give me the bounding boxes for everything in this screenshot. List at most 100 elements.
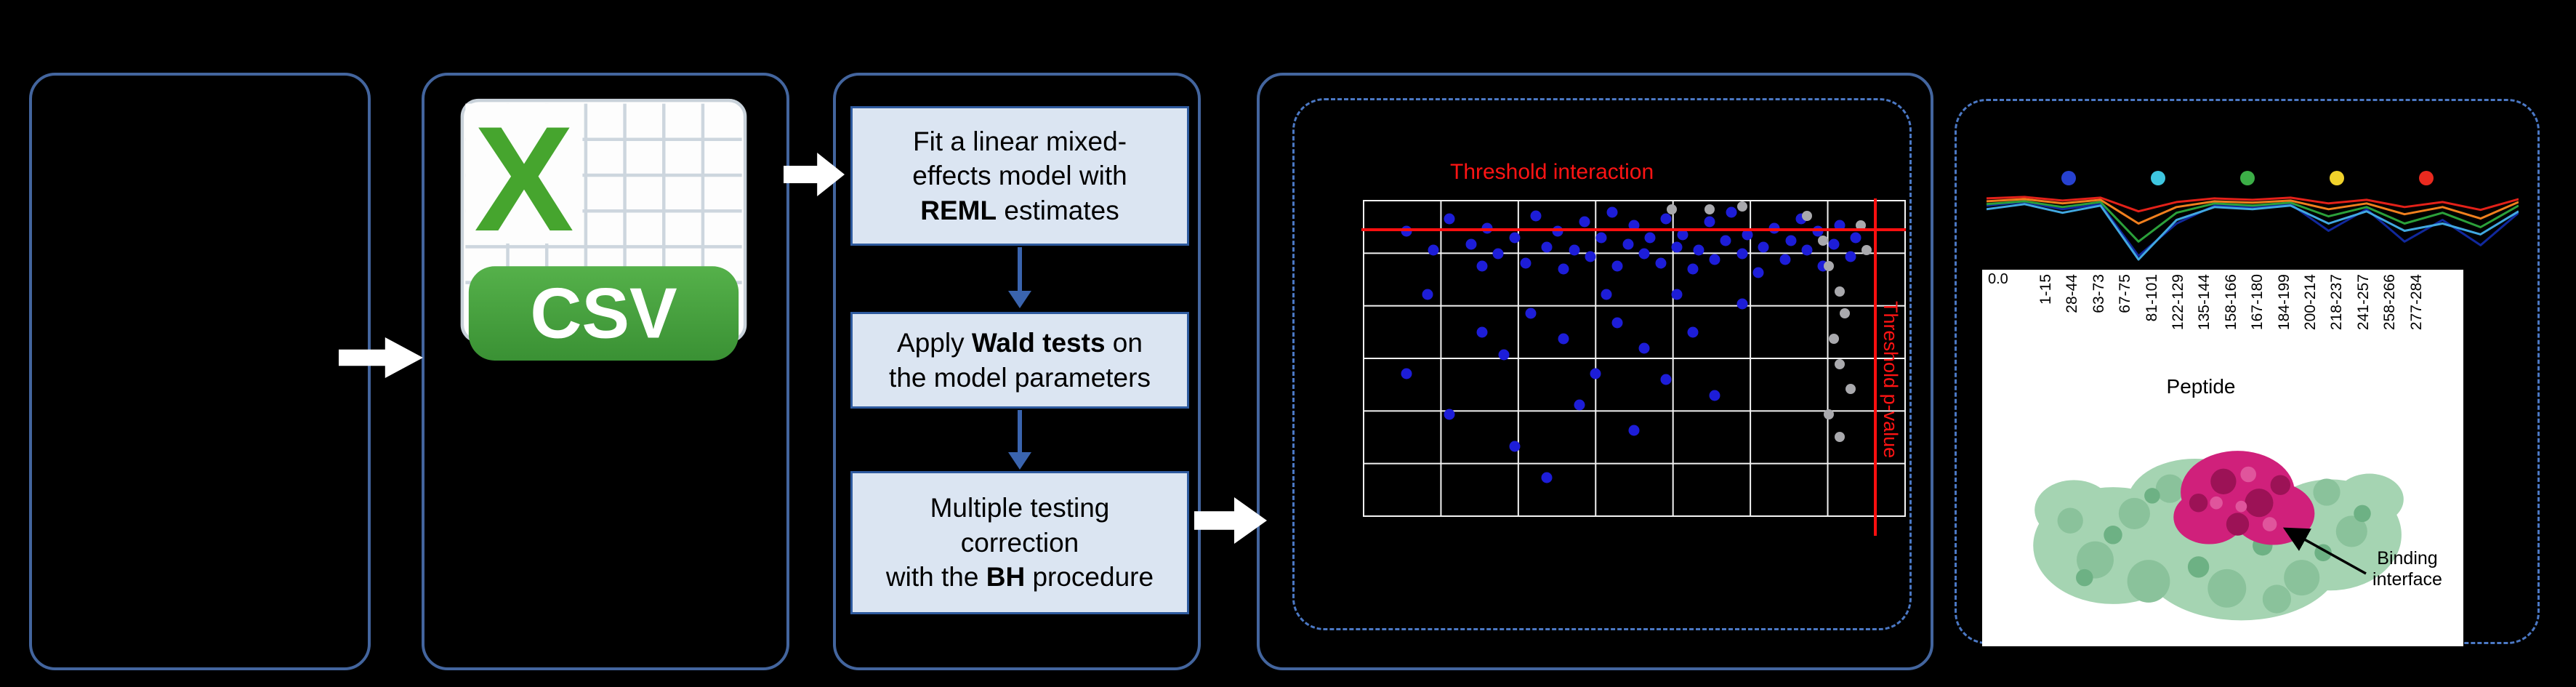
scatter-dot-blue — [1476, 260, 1488, 272]
scatter-dot-gray — [1818, 236, 1829, 246]
scatter-dot-gray — [1845, 384, 1856, 395]
results-dashed-frame — [1292, 98, 1912, 630]
stage-panel-interpretation: 0.0 1-15 28-44 63-73 67-75 81-101 122-129 135-… — [1955, 99, 2540, 646]
csv-banner — [468, 266, 739, 361]
scatter-dot-blue — [1444, 213, 1455, 225]
scatter-dot-blue — [1509, 441, 1521, 452]
peptide-axis-label: 67-75 — [2117, 274, 2134, 313]
csv-file-icon: X CSV — [460, 97, 747, 361]
scatter-dot-blue — [1720, 235, 1731, 246]
scatter-dot-blue — [1622, 238, 1634, 250]
excel-x-glyph: X — [474, 97, 573, 262]
peptide-axis-label: 135-144 — [2196, 274, 2213, 331]
scatter-dot-gray — [1823, 409, 1834, 420]
step3-bold: BH — [986, 562, 1026, 592]
peptide-axis-label: 28-44 — [2064, 274, 2081, 313]
stage-panel-results-scatter: Threshold interaction Threshold p-value — [1257, 73, 1933, 670]
step-text-reml: Fit a linear mixed- effects model with R… — [860, 124, 1180, 228]
scatter-dot-blue — [1660, 213, 1672, 225]
scatter-dot-gray — [1704, 204, 1715, 215]
scatter-dot-gray — [1736, 201, 1747, 212]
scatter-dot-blue — [1611, 260, 1623, 272]
scatter-dot-blue — [1444, 409, 1455, 420]
peptide-axis-label: 184-199 — [2275, 274, 2293, 331]
scatter-dot-blue — [1693, 244, 1704, 256]
peptide-axis-label: 218-237 — [2328, 274, 2346, 331]
step2-bold: Wald tests — [971, 328, 1106, 358]
peptide-axis-label: 63-73 — [2090, 274, 2107, 313]
scatter-dot-blue — [1677, 229, 1689, 241]
legend-dot-icon — [2419, 171, 2434, 185]
step-box-reml: Fit a linear mixed- effects model with R… — [850, 106, 1189, 246]
scatter-dot-blue — [1541, 472, 1553, 483]
connector-arrow-line-2 — [1018, 410, 1022, 454]
scatter-dot-gray — [1856, 220, 1867, 230]
csv-banner-label: CSV — [530, 273, 677, 353]
legend-dot-icon — [2240, 171, 2255, 185]
csv-x-backdrop — [465, 103, 583, 244]
scatter-dot-blue — [1660, 374, 1672, 385]
threshold-pvalue-line — [1873, 198, 1877, 536]
profile-series-green — [1987, 200, 2519, 243]
scatter-dot-gray — [1801, 210, 1812, 221]
step-box-wald: Apply Wald tests on the model parameters — [850, 312, 1189, 409]
peptide-axis-label: 122-129 — [2170, 274, 2187, 331]
scatter-dot-blue — [1579, 216, 1590, 228]
threshold-interaction-line — [1361, 228, 1906, 231]
scatter-dot-blue — [1428, 244, 1439, 256]
peptide-axis-label: 241-257 — [2354, 274, 2372, 331]
scatter-plot-area — [1361, 198, 1906, 536]
flow-arrow-icon-3 — [1194, 497, 1267, 544]
scatter-dot-blue — [1465, 238, 1477, 250]
scatter-dot-gray — [1834, 358, 1845, 369]
scatter-dot-gray — [1834, 431, 1845, 442]
x-axis-title: Peptide — [2166, 375, 2236, 398]
legend-dot-icon — [2151, 171, 2165, 185]
scatter-dot-blue — [1638, 342, 1650, 354]
scatter-dot-blue — [1687, 326, 1699, 338]
step2-pre: Apply — [897, 328, 972, 358]
stage-panel-1 — [29, 73, 371, 670]
scatter-dot-blue — [1671, 241, 1683, 253]
scatter-dot-blue — [1655, 257, 1667, 269]
profile-legend — [2061, 171, 2434, 185]
scatter-dot-blue — [1541, 241, 1553, 253]
scatter-dot-blue — [1752, 267, 1764, 278]
scatter-dot-blue — [1492, 248, 1504, 260]
profile-chart-svg — [1987, 196, 2519, 261]
connector-arrow-line-1 — [1018, 247, 1022, 292]
connector-arrow-head-2 — [1008, 452, 1031, 470]
scatter-dot-blue — [1595, 232, 1607, 244]
scatter-dot-blue — [1704, 216, 1715, 228]
profile-series-red — [1987, 196, 2519, 213]
step3-post: procedure — [1025, 562, 1154, 592]
scatter-dot-gray — [1834, 286, 1845, 297]
scatter-dot-blue — [1828, 238, 1840, 250]
scatter-dot-gray — [1840, 308, 1851, 319]
scatter-dot-blue — [1558, 263, 1569, 275]
connector-arrow-head-1 — [1008, 291, 1031, 308]
step1-pre: Fit a linear mixed- effects model with — [912, 126, 1127, 191]
scatter-dot-blue — [1611, 317, 1623, 329]
profile-series-cyan — [1987, 203, 2519, 261]
peptide-axis-label: 81-101 — [2143, 274, 2160, 322]
scatter-dot-blue — [1476, 326, 1488, 338]
scatter-dot-blue — [1628, 220, 1639, 231]
profile-series-orange — [1987, 198, 2519, 225]
scatter-dot-blue — [1530, 210, 1542, 222]
step1-post: estimates — [997, 195, 1119, 225]
step2-post: on the model parameters — [889, 328, 1151, 393]
scatter-dot-gray — [1829, 333, 1840, 344]
step1-bold: REML — [920, 195, 997, 225]
scatter-dot-blue — [1585, 251, 1596, 262]
scatter-title: Threshold interaction — [1450, 160, 1654, 184]
scatter-dot-blue — [1671, 289, 1683, 300]
scatter-dot-blue — [1498, 349, 1510, 361]
scatter-dot-blue — [1726, 206, 1737, 218]
scatter-dot-blue — [1601, 289, 1612, 300]
scatter-dot-blue — [1590, 368, 1601, 379]
peptide-axis-label: 277-284 — [2407, 274, 2425, 331]
binding-interface-label: Binding interface — [2372, 548, 2442, 590]
scatter-dot-blue — [1801, 244, 1813, 256]
scatter-dot-blue — [1558, 333, 1569, 345]
